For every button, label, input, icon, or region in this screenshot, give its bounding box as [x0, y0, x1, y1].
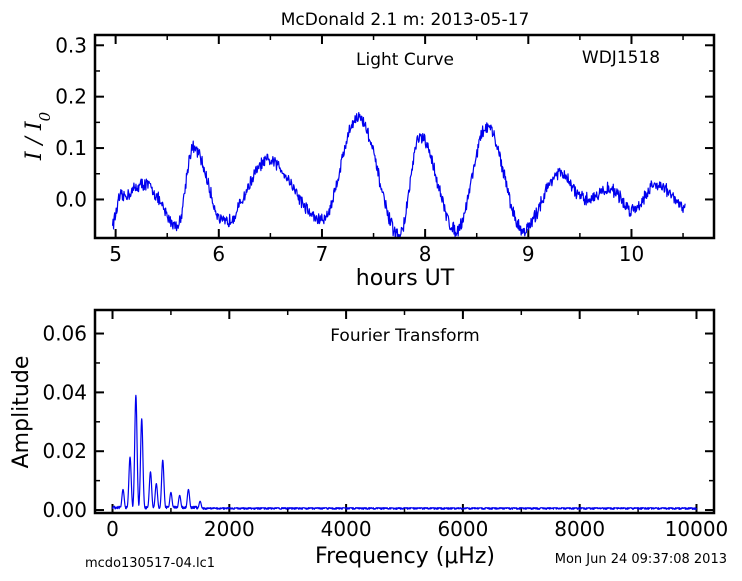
fourier-x-tick-labels: 0 2000 4000 6000 8000 10000: [106, 517, 728, 541]
x-tick-label: 6000: [437, 517, 488, 541]
light-curve-x-tick-labels: 5 6 7 8 9 10: [109, 242, 644, 266]
y-tick-label: 0.04: [42, 380, 87, 404]
y-tick-label: 0.2: [55, 85, 87, 109]
y-tick-label: 0.02: [42, 439, 87, 463]
x-tick-label: 8000: [554, 517, 605, 541]
x-tick-label: 2000: [204, 517, 255, 541]
x-tick-label: 7: [316, 242, 329, 266]
light-curve-annotation: Light Curve: [356, 50, 454, 70]
y-tick-label: 0.3: [55, 33, 87, 57]
x-tick-label: 10: [619, 242, 644, 266]
x-tick-label: 8: [419, 242, 432, 266]
fourier-annotation: Fourier Transform: [330, 326, 479, 346]
y-tick-label: 0.06: [42, 322, 87, 346]
fourier-frame: [93, 308, 716, 515]
page-title: McDonald 2.1 m: 2013-05-17: [281, 10, 530, 30]
fourier-y-tick-labels: 0.00 0.02 0.04 0.06: [42, 322, 87, 523]
fourier-panel: Fourier Transform 0 2000 4000 6000 8000 10000…: [9, 308, 728, 569]
light-curve-frame: [93, 33, 716, 240]
timestamp: Mon Jun 24 09:37:08 2013: [555, 552, 727, 567]
light-curve-y-tick-labels: 0.0 0.1 0.2 0.3: [55, 33, 87, 211]
file-label: mcdo130517-04.lc1: [85, 556, 215, 571]
y-tick-label: 0.0: [55, 187, 87, 211]
light-curve-ticks: [95, 35, 714, 238]
x-tick-label: 4000: [321, 517, 372, 541]
y-tick-label: 0.00: [42, 498, 87, 522]
light-curve-x-axis-label: hours UT: [356, 266, 455, 291]
light-curve-panel: Light Curve WDJ1518 5 6 7 8 9 10 0.0 0.1 0.2 0.3…: [22, 33, 716, 291]
light-curve-y-axis-label: I / I0: [22, 111, 54, 161]
x-tick-label: 10000: [665, 517, 729, 541]
fourier-x-axis-label: Frequency (μHz): [315, 544, 495, 569]
x-tick-label: 5: [109, 242, 122, 266]
x-tick-label: 9: [522, 242, 535, 266]
light-curve-series: [111, 111, 686, 239]
x-tick-label: 0: [106, 517, 119, 541]
star-name-annotation: WDJ1518: [582, 48, 660, 68]
fourier-series: [111, 394, 698, 510]
y-tick-label: 0.1: [55, 136, 87, 160]
x-tick-label: 6: [212, 242, 225, 266]
fourier-y-axis-label: Amplitude: [9, 356, 34, 469]
